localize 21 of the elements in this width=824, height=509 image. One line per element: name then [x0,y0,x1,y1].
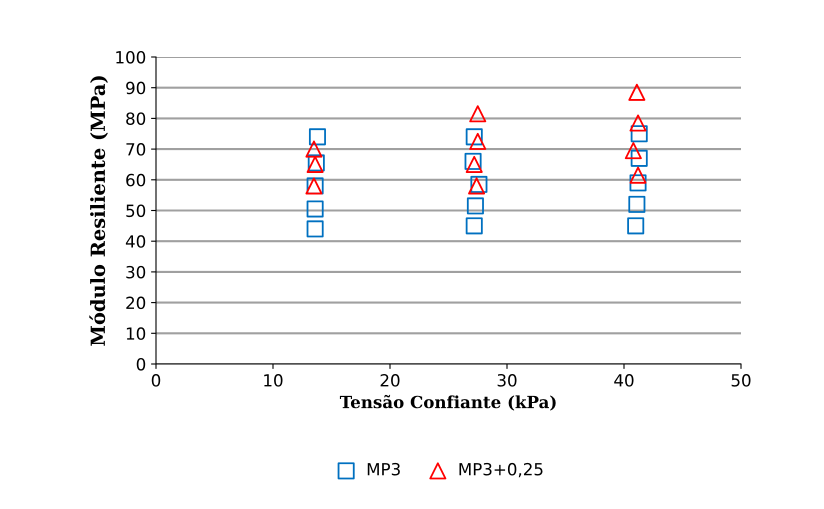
y-tick-label: 60 [126,174,146,186]
y-axis-title: Módulo Resiliente (MPa) [89,76,108,346]
y-tick-label: 50 [126,204,146,218]
x-axis-title: Tensão Confiante (kPa) [340,394,556,411]
y-tick-label: 80 [126,112,146,125]
y-tick-label: 100 [116,50,146,64]
x-tick-label: 10 [264,374,282,387]
y-tick-label: 10 [126,327,146,340]
y-tick-label: 70 [126,143,146,156]
legend-label: MP3+0,25 [459,462,542,478]
x-tick-label: 0 [152,374,160,387]
x-tick-label: 40 [614,374,634,387]
x-tick-label: 50 [732,374,750,387]
x-tick-label: 20 [380,374,400,387]
legend-label: MP3 [368,462,400,476]
y-tick-label: 90 [126,82,146,94]
y-tick-label: 30 [126,266,146,278]
y-tick-label: 0 [136,358,146,371]
x-tick-label: 30 [498,374,516,387]
y-tick-label: 20 [126,296,146,310]
y-tick-label: 40 [126,235,146,248]
